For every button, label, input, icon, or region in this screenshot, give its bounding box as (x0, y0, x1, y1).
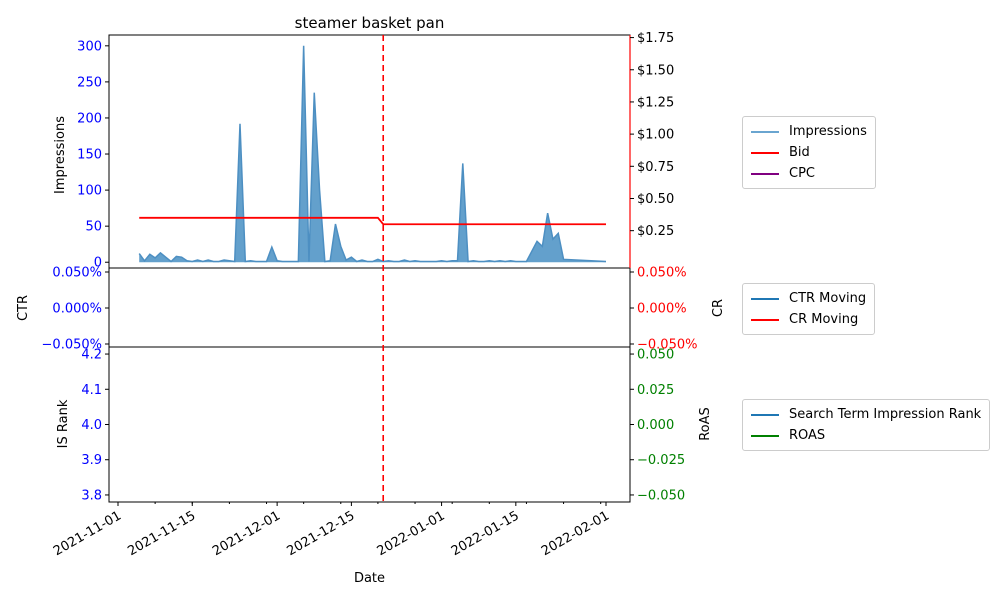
legend-bottom: Search Term Impression Rank ROAS (742, 399, 991, 451)
panel-mid-frame (108, 267, 631, 348)
y2-tick-label: $0.75 (637, 160, 674, 175)
x-tick-label: 2022-02-01 (539, 508, 612, 559)
x-tick-label: 2021-11-01 (51, 508, 124, 559)
y2-tick-label: $0.50 (637, 192, 674, 207)
legend-item-bid: Bid (751, 142, 867, 163)
y2-tick-label: 0.050% (637, 266, 687, 281)
y2-tick-label: $1.50 (637, 63, 674, 78)
y-tick-label: 3.9 (81, 453, 102, 468)
impressions-area (139, 45, 606, 263)
legend-item-ctr: CTR Moving (751, 288, 866, 309)
legend-label: ROAS (789, 428, 826, 443)
y2-tick-label: −0.025 (637, 453, 685, 468)
y-tick-label: 4.2 (81, 348, 102, 363)
y-tick-label: 0.000% (52, 302, 102, 317)
legend-label: CPC (789, 166, 815, 181)
y-tick-label: 4.1 (81, 383, 102, 398)
y2-tick-label: −0.050 (637, 488, 685, 503)
x-tick-label: 2022-01-15 (449, 508, 522, 559)
y2-tick-label: 0.000 (637, 418, 674, 433)
y2-axis-label: RoAS (698, 407, 713, 441)
legend-swatch-rank (751, 413, 779, 416)
y-tick-label: 150 (77, 148, 102, 163)
y2-tick-label: $1.75 (637, 31, 674, 46)
legend-top: Impressions Bid CPC (742, 116, 876, 189)
y-tick-label: 250 (77, 75, 102, 90)
legend-swatch-impressions (751, 130, 779, 133)
y-tick-label: 3.8 (81, 488, 102, 503)
y-axis-label: CTR (16, 295, 31, 321)
y-tick-label: 4.0 (81, 418, 102, 433)
y2-tick-label: 0.000% (637, 302, 687, 317)
y2-tick-label: $1.00 (637, 128, 674, 143)
legend-swatch-roas (751, 434, 779, 437)
y2-tick-label: $0.25 (637, 224, 674, 239)
y-tick-label: 0 (94, 256, 102, 271)
y-axis-label: IS Rank (56, 399, 71, 448)
legend-label: CR Moving (789, 312, 859, 327)
x-tick-label: 2021-11-15 (125, 508, 198, 559)
x-tick-label: 2022-01-01 (375, 508, 448, 559)
bid-line (139, 216, 606, 226)
y-tick-label: −0.050% (42, 338, 102, 353)
legend-item-impressions: Impressions (751, 121, 867, 142)
y-tick-label: 50 (85, 220, 102, 235)
y-tick-label: 0.050% (52, 266, 102, 281)
y-tick-label: 200 (77, 111, 102, 126)
x-axis-label: Date (354, 571, 385, 586)
x-tick-label: 2021-12-01 (210, 508, 283, 559)
legend-swatch-bid (751, 151, 779, 154)
legend-label: Bid (789, 145, 810, 160)
y2-tick-label: 0.050 (637, 348, 674, 363)
panel-bottom-frame (108, 346, 631, 503)
legend-mid: CTR Moving CR Moving (742, 283, 876, 335)
legend-label: CTR Moving (789, 291, 867, 306)
y2-tick-label: −0.050% (637, 338, 697, 353)
legend-item-roas: ROAS (751, 425, 981, 446)
legend-label: Search Term Impression Rank (789, 407, 982, 422)
y-axis-label: Impressions (53, 116, 68, 194)
legend-item-cr: CR Moving (751, 309, 866, 330)
legend-item-rank: Search Term Impression Rank (751, 404, 981, 425)
legend-swatch-cr (751, 318, 779, 321)
chart-title: steamer basket pan (295, 14, 445, 32)
y-tick-label: 100 (77, 184, 102, 199)
legend-swatch-cpc (751, 172, 779, 175)
y2-tick-label: $1.25 (637, 95, 674, 110)
legend-label: Impressions (789, 124, 867, 139)
y-tick-label: 300 (77, 39, 102, 54)
impressions-line (138, 45, 607, 263)
legend-swatch-ctr (751, 297, 779, 300)
legend-item-cpc: CPC (751, 163, 867, 184)
y2-tick-label: 0.025 (637, 383, 674, 398)
y2-axis-label: CR (711, 299, 726, 317)
x-tick-label: 2021-12-15 (284, 508, 357, 559)
